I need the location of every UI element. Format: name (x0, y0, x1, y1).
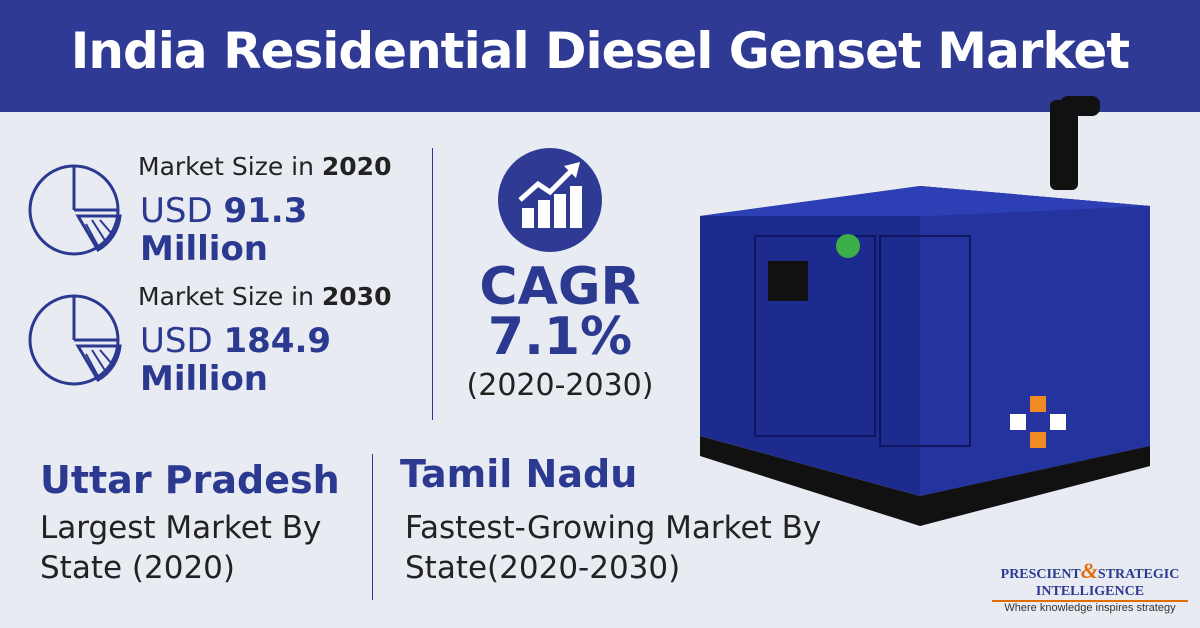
currency: USD (140, 321, 224, 361)
amount: 91.3 (223, 191, 308, 231)
currency: USD (140, 191, 224, 231)
logo-text: PRESCIENT (1000, 567, 1081, 582)
year: 2030 (321, 282, 392, 311)
unit: Million (140, 229, 269, 269)
state-name: Uttar Pradesh (40, 458, 340, 502)
cagr-period: (2020-2030) (466, 368, 654, 403)
logo-text: INTELLIGENCE (992, 584, 1188, 602)
market-size-value: USD 91.3 Million (140, 192, 307, 268)
unit: Million (140, 359, 269, 399)
market-size-label: Market Size in 2020 (138, 152, 391, 181)
title: India Residential Diesel Genset Market (70, 22, 1130, 80)
label: Market Size in (138, 282, 322, 311)
logo-text: STRATEGIC (1097, 567, 1180, 582)
logo: PRESCIENT&STRATEGIC INTELLIGENCE Where k… (992, 558, 1188, 614)
pie-icon (28, 164, 122, 256)
state-description: Fastest-Growing Market By State(2020-203… (405, 510, 822, 586)
label: Market Size in (138, 152, 322, 181)
cagr-value: 7.1% (487, 307, 633, 367)
amount: 184.9 (223, 321, 332, 361)
cagr: CAGR 7.1% (440, 257, 680, 367)
logo-tagline: Where knowledge inspires strategy (1004, 602, 1176, 614)
logo-amp: & (1080, 558, 1098, 583)
market-size-label: Market Size in 2030 (138, 282, 391, 311)
genset-image (700, 96, 1150, 526)
divider (372, 454, 373, 600)
state-description: Largest Market By State (2020) (40, 510, 322, 586)
state-name: Tamil Nadu (400, 452, 638, 496)
header: India Residential Diesel Genset Market (0, 0, 1200, 112)
year: 2020 (321, 152, 392, 181)
cagr-label: CAGR (479, 257, 641, 317)
divider (432, 148, 433, 420)
pie-icon (28, 294, 122, 386)
growth-icon (498, 148, 602, 252)
market-size-value: USD 184.9 Million (140, 322, 331, 398)
